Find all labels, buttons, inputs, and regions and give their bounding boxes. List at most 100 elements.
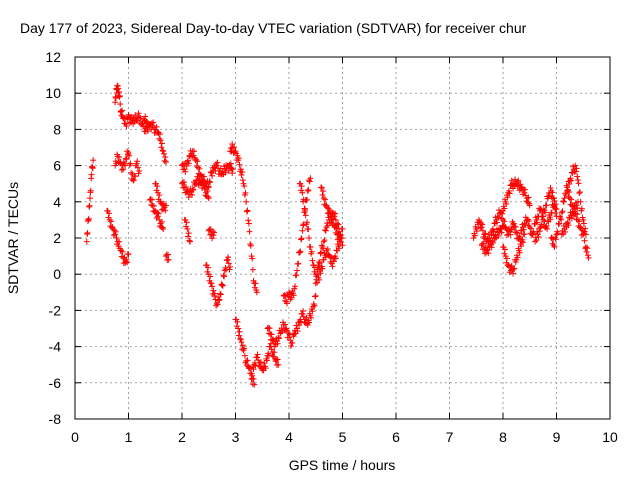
data-point [332,229,339,236]
data-point [302,212,309,219]
data-point [219,282,226,289]
data-point [330,216,337,223]
data-point [282,326,289,333]
data-point [322,227,329,234]
data-point [162,158,169,165]
data-point [239,342,246,349]
data-point [511,265,518,272]
data-point [274,340,281,347]
data-point [332,253,339,260]
data-point [242,189,249,196]
x-tick-label: 0 [71,429,79,445]
data-point [187,238,194,245]
data-point [150,202,157,209]
data-point [221,273,228,280]
data-point [158,206,165,213]
data-point [479,221,486,228]
data-point [205,183,212,190]
data-point [208,280,215,287]
data-point [312,293,319,300]
y-tick-label: 2 [53,230,61,246]
data-point [245,217,252,224]
data-point [526,202,533,209]
data-point [158,144,165,151]
data-point [110,225,117,232]
data-point [106,210,113,217]
data-point [493,219,500,226]
data-point [568,215,575,222]
data-point [566,189,573,196]
data-point [159,224,166,231]
data-point [227,160,234,167]
data-point [559,208,566,215]
data-point [268,346,275,353]
data-point [489,225,496,232]
data-point [560,198,567,205]
y-tick-label: -4 [49,339,62,355]
data-point [116,93,123,100]
data-point [238,339,245,346]
x-tick-labels: 0 1 2 3 4 5 6 7 8 9 10 [71,429,618,445]
data-point [498,215,505,222]
data-point [257,359,264,366]
data-point [538,223,545,230]
data-point [142,113,149,120]
data-point [135,110,142,117]
data-point [148,196,155,203]
data-point [136,168,143,175]
data-point [320,195,327,202]
data-point [529,231,536,238]
data-point [211,229,218,236]
data-point [123,123,130,130]
data-point [293,272,300,279]
x-tick-label: 1 [125,429,133,445]
data-point [552,236,559,243]
data-point [181,179,188,186]
data-point [186,237,193,244]
data-point [247,242,254,249]
data-point [185,160,192,167]
data-point [534,219,541,226]
data-point [536,228,543,235]
data-point [572,168,579,175]
data-point [544,225,551,232]
data-point [584,252,591,259]
data-point [324,204,331,211]
tick-marks [74,56,611,420]
y-tick-label: -8 [49,411,62,427]
data-point [229,141,236,148]
data-point [580,231,587,238]
data-point [306,178,313,185]
data-point [553,206,560,213]
data-point [117,101,124,108]
data-point [116,154,123,161]
data-point [108,218,115,225]
data-point [277,329,284,336]
data-point [281,321,288,328]
data-point [199,179,206,186]
data-point [165,256,172,263]
data-point [483,247,490,254]
x-tick-label: 4 [285,429,293,445]
data-point [189,186,196,193]
data-point [245,220,252,227]
data-point [88,171,95,178]
data-point [164,251,171,258]
data-point [118,108,125,115]
data-point [304,219,311,226]
y-tick-label: -2 [49,302,62,318]
data-point [504,255,511,262]
data-point [304,187,311,194]
data-point [526,217,533,224]
data-point [580,230,587,237]
y-tick-labels: -8 -6 -4 -2 0 2 4 6 8 10 12 [45,49,61,427]
data-point [578,205,585,212]
data-point [286,334,292,341]
x-tick-label: 8 [499,429,507,445]
chart-title: Day 177 of 2023, Sidereal Day-to-day VTE… [20,20,527,36]
data-point [130,120,137,127]
data-point [154,183,161,190]
data-point [199,185,206,192]
data-point [511,223,518,230]
